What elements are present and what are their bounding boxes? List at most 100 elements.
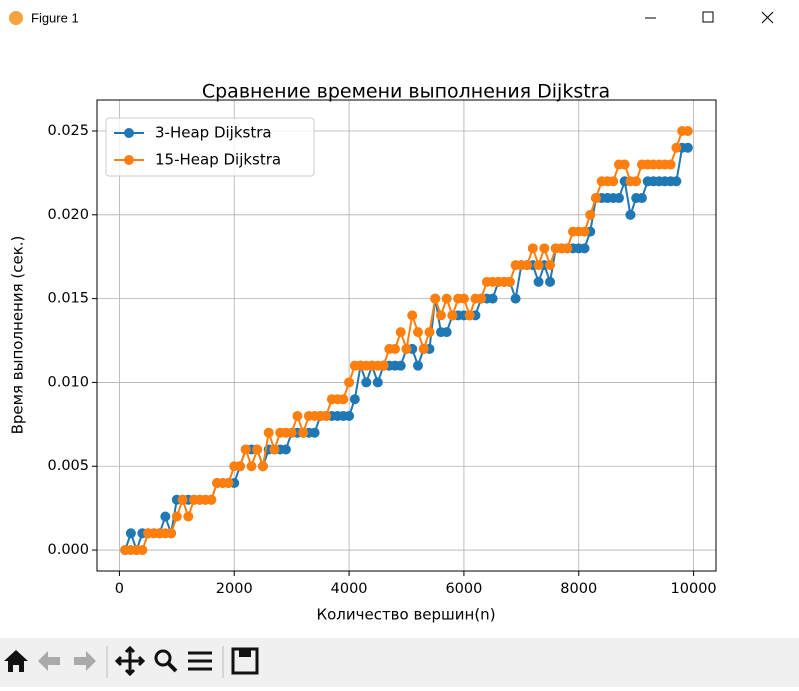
data-point — [430, 293, 441, 304]
data-point — [183, 511, 194, 522]
data-point — [252, 444, 263, 455]
configure-button[interactable] — [188, 651, 212, 671]
data-point — [344, 410, 355, 421]
data-point — [344, 377, 355, 388]
data-point — [476, 293, 487, 304]
window-title: Figure 1 — [31, 10, 79, 25]
data-point — [395, 327, 406, 338]
data-point — [395, 360, 406, 371]
y-tick-label: 0.015 — [47, 291, 89, 307]
data-point — [504, 276, 515, 287]
data-point — [166, 528, 177, 539]
data-point — [412, 360, 423, 371]
data-point — [412, 327, 423, 338]
pan-button[interactable] — [114, 645, 146, 677]
x-axis-label: Количество вершин(n) — [316, 606, 495, 624]
plot-area — [120, 126, 693, 556]
x-tick-label: 10000 — [671, 581, 717, 597]
y-tick-label: 0.010 — [47, 374, 89, 390]
legend-label: 3-Heap Dijkstra — [155, 124, 272, 142]
data-point — [527, 243, 538, 254]
data-point — [223, 478, 234, 489]
data-point — [619, 159, 630, 170]
data-point — [160, 511, 171, 522]
data-point — [390, 343, 401, 354]
data-point — [137, 545, 148, 556]
data-point — [545, 276, 556, 287]
data-point — [441, 293, 452, 304]
data-point — [378, 360, 389, 371]
data-point — [349, 394, 360, 405]
data-point — [533, 260, 544, 271]
data-point — [579, 243, 590, 254]
y-tick-label: 0.000 — [47, 542, 89, 558]
y-tick-label: 0.005 — [47, 458, 89, 474]
data-point — [636, 193, 647, 204]
data-point — [539, 243, 550, 254]
data-point — [458, 293, 469, 304]
ticks: 0 2000 4000 6000 8000 10000 0.000 0.005 0.010 0.0… — [47, 123, 716, 597]
data-point — [424, 327, 435, 338]
data-point — [246, 461, 257, 472]
forward-button[interactable] — [74, 651, 96, 671]
legend-label: 15-Heap Dijkstra — [155, 151, 281, 169]
data-point — [631, 176, 642, 187]
data-point — [321, 410, 332, 421]
data-point — [487, 293, 498, 304]
back-button[interactable] — [38, 651, 60, 671]
data-point — [447, 310, 458, 321]
data-point — [671, 142, 682, 153]
data-point — [171, 511, 182, 522]
close-button[interactable] — [761, 11, 774, 24]
axes-frame — [96, 99, 717, 572]
data-point — [613, 193, 624, 204]
data-point — [625, 209, 636, 220]
data-point — [263, 427, 274, 438]
data-point — [309, 427, 320, 438]
data-point — [608, 176, 619, 187]
data-point — [585, 209, 596, 220]
grid — [97, 100, 716, 571]
x-tick-label: 8000 — [560, 581, 597, 597]
data-point — [234, 461, 245, 472]
data-point — [418, 343, 429, 354]
zoom-button[interactable] — [154, 649, 172, 667]
y-tick-label: 0.025 — [47, 123, 89, 139]
data-point — [562, 243, 573, 254]
data-point — [240, 444, 251, 455]
legend-marker — [124, 128, 134, 138]
maximize-button[interactable] — [702, 11, 714, 23]
data-point — [269, 444, 280, 455]
data-point — [665, 159, 676, 170]
chart-title: Сравнение времени выполнения Dijkstra — [202, 81, 610, 103]
save-button[interactable] — [231, 647, 259, 675]
data-point — [545, 260, 556, 271]
data-point — [435, 310, 446, 321]
data-point — [533, 276, 544, 287]
data-point — [682, 142, 693, 153]
data-point — [177, 494, 188, 505]
title-bar — [0, 0, 799, 38]
data-point — [682, 126, 693, 137]
legend: 3-Heap Dijkstra 15-Heap Dijkstra — [105, 117, 315, 177]
data-point — [671, 176, 682, 187]
data-point — [125, 528, 136, 539]
data-point — [372, 377, 383, 388]
data-point — [441, 327, 452, 338]
data-point — [257, 461, 268, 472]
data-point — [298, 427, 309, 438]
legend-marker — [124, 155, 134, 165]
x-tick-label: 0 — [115, 581, 124, 597]
data-point — [407, 310, 418, 321]
data-point — [292, 410, 303, 421]
legend-box — [105, 117, 315, 177]
home-button[interactable] — [4, 650, 28, 672]
x-tick-label: 6000 — [445, 581, 482, 597]
y-tick-label: 0.020 — [47, 207, 89, 223]
data-point — [401, 343, 412, 354]
data-point — [280, 444, 291, 455]
data-point — [286, 427, 297, 438]
app-icon — [9, 11, 23, 25]
x-tick-label: 4000 — [331, 581, 368, 597]
